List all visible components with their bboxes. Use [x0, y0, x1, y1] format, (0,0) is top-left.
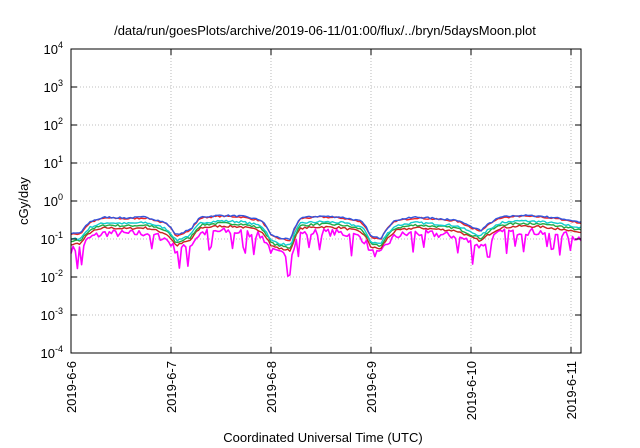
y-tick-label: 10-1 [41, 230, 63, 247]
y-axis-label: cGy/day [16, 177, 31, 225]
y-tick-labels: 10-4 10-3 10-2 10-1 100 101 102 103 104 [41, 40, 581, 361]
x-tick-label: 2019-6-8 [264, 361, 279, 413]
x-tick-label: 2019-6-10 [464, 361, 479, 420]
y-tick-label: 103 [44, 78, 63, 95]
x-tick-label: 2019-6-9 [364, 361, 379, 413]
y-tick-label: 10-4 [41, 344, 63, 361]
y-tick-label: 102 [44, 116, 63, 133]
grid-lines [70, 49, 581, 353]
x-tick-label: 2019-6-6 [64, 361, 79, 413]
chart-title: /data/run/goesPlots/archive/2019-06-11/0… [114, 23, 536, 38]
x-tick-label: 2019-6-7 [164, 361, 179, 413]
y-tick-label: 100 [44, 192, 63, 209]
y-tick-label: 10-3 [41, 306, 63, 323]
series-line [70, 221, 582, 249]
series-line [70, 219, 582, 247]
series-lines [70, 214, 582, 278]
x-tick-labels: 2019-6-6 2019-6-7 2019-6-8 2019-6-9 2019-6-1… [64, 49, 579, 420]
series-line [70, 227, 582, 278]
series-line [70, 214, 582, 241]
y-tick-label: 101 [44, 154, 63, 171]
y-tick-label: 10-2 [41, 268, 63, 285]
y-tick-label: 104 [44, 40, 63, 57]
x-tick-label: 2019-6-11 [564, 361, 579, 419]
series-line [70, 224, 582, 252]
x-axis-label: Coordinated Universal Time (UTC) [223, 430, 422, 445]
